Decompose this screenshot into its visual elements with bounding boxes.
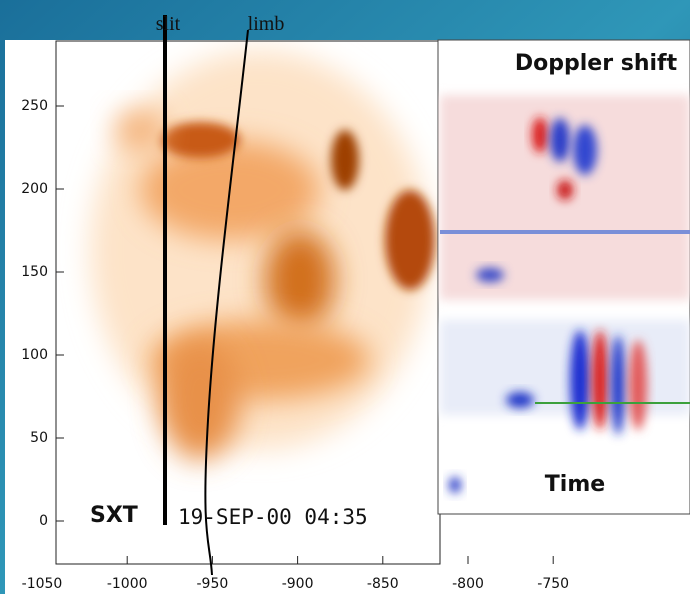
sxt-image <box>90 50 435 460</box>
x-tick-label: -900 <box>282 576 314 592</box>
y-tick-label: 250 <box>21 98 48 114</box>
limb-curve <box>204 29 249 576</box>
y-axis: 250 200 150 100 50 0 <box>21 98 64 529</box>
x-axis: -1050 -1000 -950 -900 -850 -800 -750 <box>22 556 569 592</box>
slit-label: slit <box>156 13 181 35</box>
doppler-image <box>440 95 690 493</box>
y-tick-label: 150 <box>21 264 48 280</box>
x-tick-label: -1000 <box>107 576 148 592</box>
inset-title: Doppler shift <box>515 51 678 76</box>
doppler-inset: Doppler shift Time <box>437 39 690 515</box>
instrument-label: SXT <box>90 503 138 528</box>
timestamp: 19-SEP-00 04:35 <box>178 505 368 529</box>
y-tick-label: 100 <box>21 347 48 363</box>
limb-label: limb <box>248 13 285 35</box>
x-tick-label: -750 <box>537 576 569 592</box>
y-tick-label: 50 <box>30 430 48 446</box>
x-tick-label: -1050 <box>22 576 63 592</box>
inset-x-label: Time <box>545 472 605 497</box>
x-tick-label: -950 <box>197 576 229 592</box>
y-tick-label: 200 <box>21 181 48 197</box>
x-tick-label: -800 <box>452 576 484 592</box>
y-tick-label: 0 <box>39 513 48 529</box>
x-tick-label: -850 <box>367 576 399 592</box>
